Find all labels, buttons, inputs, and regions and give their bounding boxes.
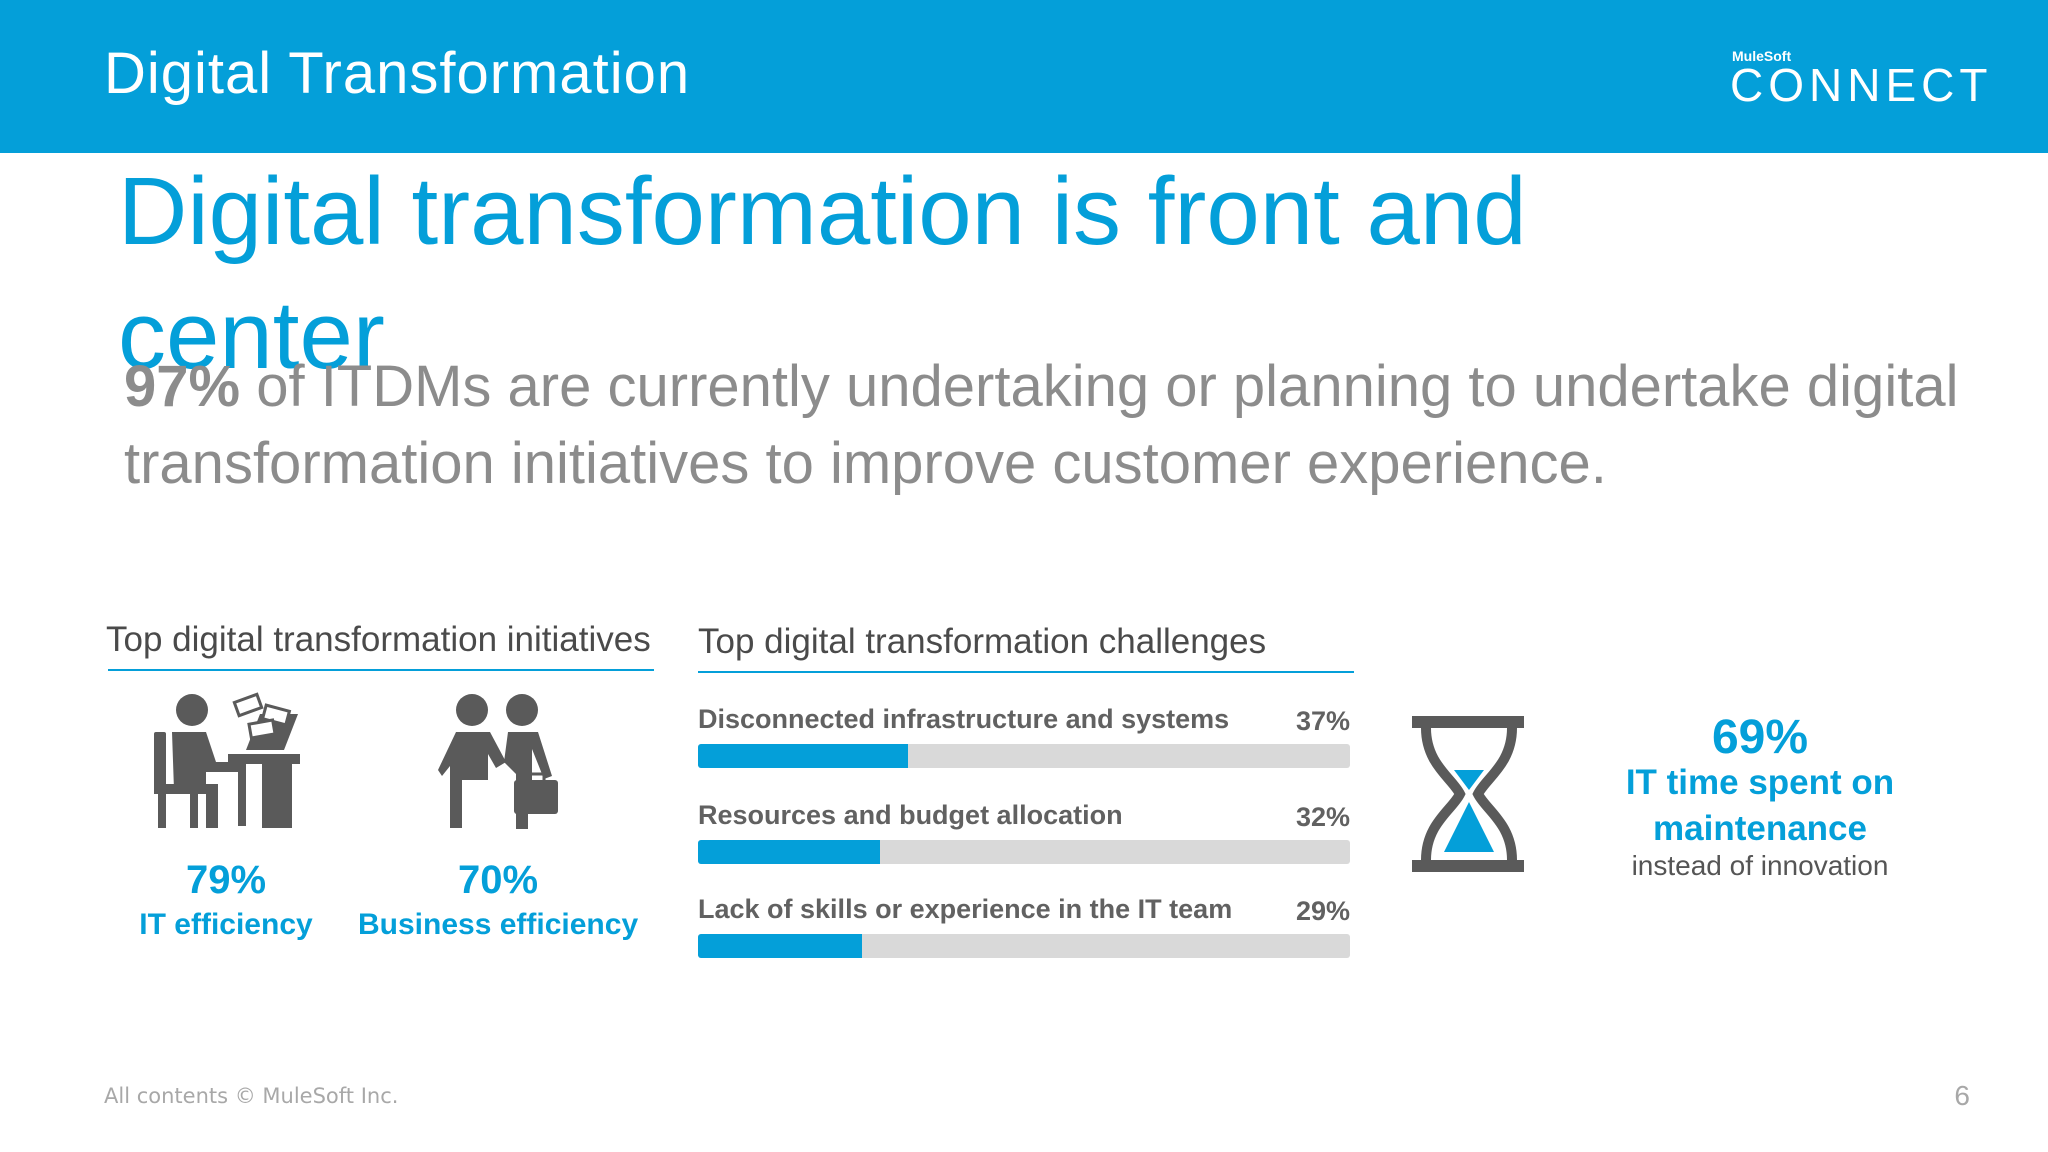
it-efficiency-percentage: 79% <box>185 858 267 902</box>
challenge-label: Resources and budget allocation <box>698 800 1123 830</box>
mulesoft-connect-logo: MuleSoft CONNECT <box>1730 48 1990 111</box>
challenge-bar-track <box>698 840 1350 864</box>
initiatives-underline <box>108 669 654 671</box>
challenge-bar-track <box>698 744 1350 768</box>
challenge-label: Disconnected infrastructure and systems <box>698 704 1230 734</box>
challenge-percentage: 29% <box>1295 896 1350 926</box>
person-at-desk-with-money-icon <box>150 688 302 835</box>
maintenance-label: IT time spent on maintenance <box>1625 763 1895 848</box>
challenge-percentage: 37% <box>1295 706 1350 736</box>
hourglass-icon <box>1408 714 1530 879</box>
challenge-label: Lack of skills or experience in the IT t… <box>698 894 1233 924</box>
challenge-bar-fill <box>698 744 908 768</box>
page-number: 6 <box>1954 1080 1970 1111</box>
challenge-bar-track <box>698 934 1350 958</box>
logo-big-text: CONNECT <box>1730 59 1993 111</box>
business-efficiency-label: Business efficiency <box>358 908 639 941</box>
business-efficiency-percentage: 70% <box>457 858 539 902</box>
headline: Digital transformation is front and cent… <box>118 158 1527 389</box>
maintenance-sublabel: instead of innovation <box>1631 850 1889 881</box>
challenge-percentage: 32% <box>1295 802 1350 832</box>
initiatives-title: Top digital transformation initiatives <box>106 620 651 659</box>
slide-header: Digital Transformation MuleSoft CONNECT <box>0 0 2048 153</box>
challenge-bar-fill <box>698 840 880 864</box>
slide-section-title: Digital Transformation <box>104 41 691 106</box>
subtext-highlight: 97% <box>124 354 241 419</box>
maintenance-percentage: 69% <box>1711 711 1809 764</box>
copyright-footer: All contents © MuleSoft Inc. <box>104 1084 399 1108</box>
challenges-title: Top digital transformation challenges <box>698 622 1267 661</box>
logo-small-text: MuleSoft <box>1732 48 1792 64</box>
it-efficiency-label: IT efficiency <box>139 908 313 941</box>
handshake-icon <box>438 690 572 835</box>
subtext: 97% of ITDMs are currently undertaking o… <box>124 348 1984 502</box>
subtext-body: of ITDMs are currently undertaking or pl… <box>124 354 1959 496</box>
challenges-underline <box>698 671 1354 673</box>
challenge-bar-fill <box>698 934 862 958</box>
